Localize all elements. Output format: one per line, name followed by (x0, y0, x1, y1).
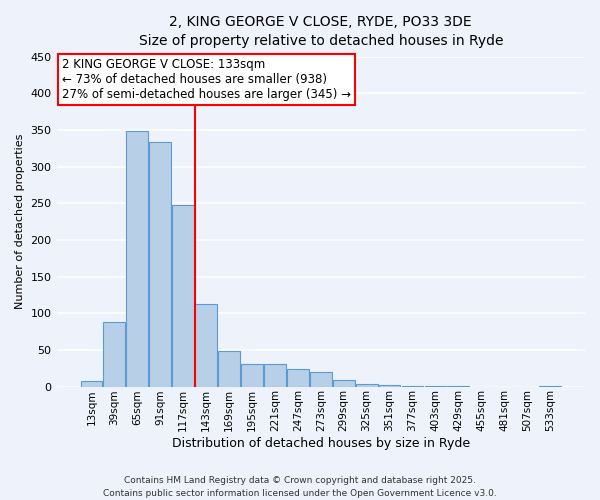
Text: Contains HM Land Registry data © Crown copyright and database right 2025.
Contai: Contains HM Land Registry data © Crown c… (103, 476, 497, 498)
Bar (241, 364, 263, 386)
Bar (149, 142, 171, 386)
Text: 2 KING GEORGE V CLOSE: 133sqm
← 73% of detached houses are smaller (938)
27% of : 2 KING GEORGE V CLOSE: 133sqm ← 73% of d… (62, 58, 351, 102)
Bar (195, 304, 217, 386)
Bar (172, 206, 194, 386)
X-axis label: Distribution of detached houses by size in Ryde: Distribution of detached houses by size … (172, 437, 470, 450)
Y-axis label: Number of detached properties: Number of detached properties (15, 134, 25, 310)
Bar (127, 132, 148, 386)
Bar (287, 369, 309, 386)
Bar (356, 384, 377, 386)
Bar (264, 364, 286, 386)
Bar (379, 385, 400, 386)
Title: 2, KING GEORGE V CLOSE, RYDE, PO33 3DE
Size of property relative to detached hou: 2, KING GEORGE V CLOSE, RYDE, PO33 3DE S… (139, 15, 503, 48)
Bar (333, 380, 355, 386)
Bar (80, 382, 103, 386)
Bar (103, 322, 125, 386)
Bar (218, 350, 240, 386)
Bar (310, 372, 332, 386)
